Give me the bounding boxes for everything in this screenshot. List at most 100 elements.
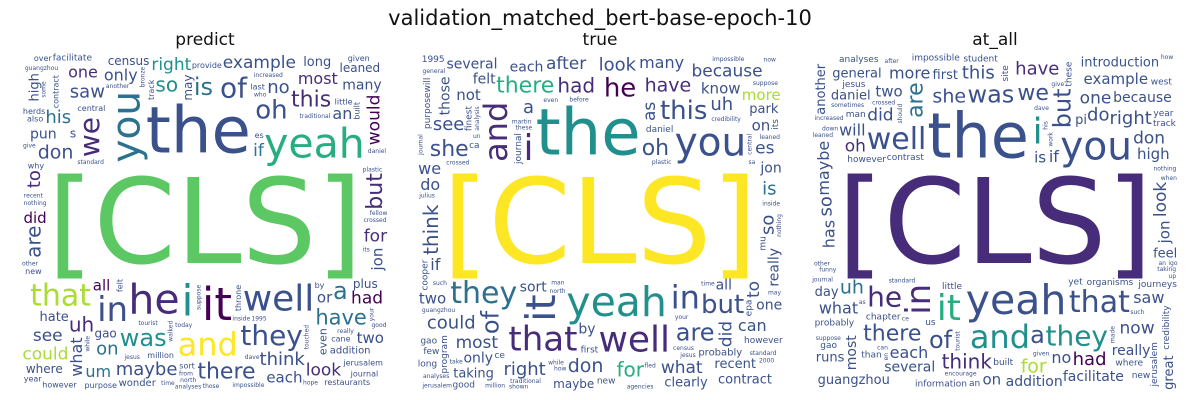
word-purpose: purpose xyxy=(423,92,433,129)
word-give: give xyxy=(23,142,36,149)
word-do: do xyxy=(1087,105,1109,126)
word-yeah: yeah xyxy=(566,278,667,326)
word-in: in xyxy=(671,278,700,316)
word-dave: dave xyxy=(245,354,260,361)
word-you: you xyxy=(1060,125,1132,170)
word-first: first xyxy=(933,68,958,83)
word-analysis: analysis xyxy=(474,106,481,130)
word-student: student xyxy=(963,55,998,65)
word-inside: inside xyxy=(762,200,780,207)
word-clearly: clearly xyxy=(664,376,708,391)
word-leaned: leaned xyxy=(340,61,381,75)
word-is: is xyxy=(194,73,213,101)
word-the: the xyxy=(146,95,251,169)
word-gao: gao xyxy=(420,336,437,346)
word-what: what xyxy=(661,358,703,378)
word-nothing: nothing xyxy=(1153,166,1176,173)
word-if: if xyxy=(430,255,440,274)
word-s: s xyxy=(70,126,76,140)
word-most: most xyxy=(298,69,338,88)
word-for: for xyxy=(364,227,387,247)
word-after: after xyxy=(546,54,586,74)
word-did: did xyxy=(716,321,736,347)
word-little: little xyxy=(335,97,353,106)
word-few: few xyxy=(423,347,439,357)
word-on: on xyxy=(982,370,1001,388)
word-to: to xyxy=(24,170,45,188)
word-leaned: leaned xyxy=(760,134,781,141)
true-wordcloud: [CLS] the yeah it you well i that in and they this b… xyxy=(415,52,785,392)
word-yeah: yeah xyxy=(264,120,365,168)
word-these: these xyxy=(1064,61,1074,86)
word-jon: jon xyxy=(369,248,387,272)
word-credibility: credibility xyxy=(711,116,741,123)
word-general: general xyxy=(423,68,446,75)
word-last: last xyxy=(250,82,264,91)
word-each: each xyxy=(266,368,302,386)
at-all-wordcloud-panel: at_all [CLS] the yeah you it i in and well that he… xyxy=(810,30,1180,390)
word-saw: saw xyxy=(1133,288,1164,307)
word-are: are xyxy=(21,226,45,258)
word-a: a xyxy=(1030,321,1045,349)
word-felt: felt xyxy=(115,279,124,292)
word-but: but xyxy=(1049,88,1077,128)
word-maybe: maybe xyxy=(553,377,594,391)
word-standard: standard xyxy=(889,277,916,284)
word-it: it xyxy=(202,278,232,331)
word-year: year xyxy=(24,374,43,383)
word-crossed: crossed xyxy=(872,99,895,106)
word-pi: pi xyxy=(1075,113,1087,128)
word-cls: [CLS] xyxy=(442,153,757,291)
word-in: in xyxy=(97,290,128,330)
word-look: look xyxy=(1151,182,1171,218)
word-however: however xyxy=(744,336,783,346)
word-journal: journal xyxy=(350,369,379,378)
word-each: each xyxy=(890,343,929,362)
word-i: i xyxy=(1033,111,1043,152)
word-fled: fled xyxy=(644,363,655,370)
word-of: of xyxy=(477,310,505,334)
panel-title-at-all: at_all xyxy=(972,30,1018,50)
word-ca: ca xyxy=(469,141,479,151)
word-know: know xyxy=(701,80,741,98)
word-was: was xyxy=(967,80,1014,108)
word-probably: probably xyxy=(815,319,855,329)
word-un: un xyxy=(473,133,481,140)
word-julius: julius xyxy=(418,192,435,199)
word-who: who xyxy=(254,91,267,98)
word-nothing: nothing xyxy=(776,214,783,237)
word-man: man xyxy=(551,279,565,286)
word-other: other xyxy=(814,260,831,267)
word-give: give xyxy=(1051,81,1064,88)
word-what: what xyxy=(819,299,858,318)
word-mu: mu xyxy=(758,236,768,250)
word-there: there xyxy=(197,360,255,385)
word-uh: uh xyxy=(69,313,94,337)
word-several: several xyxy=(884,360,935,376)
word-your: your xyxy=(675,314,689,321)
word-funny: funny xyxy=(819,267,837,274)
panel-title-predict: predict xyxy=(175,30,235,50)
word-may: may xyxy=(768,289,782,296)
word-have: have xyxy=(645,75,692,97)
word-credibility: credibility xyxy=(1162,305,1172,350)
word-he: he xyxy=(867,281,902,314)
word-did: did xyxy=(867,105,893,125)
word-most: most xyxy=(456,333,499,353)
word-they: they xyxy=(1045,319,1108,352)
word-standard: standard xyxy=(750,350,777,357)
word-but: but xyxy=(363,173,388,210)
word-track: track xyxy=(147,79,156,100)
word-two: two xyxy=(875,83,902,101)
word-can: can xyxy=(877,344,888,351)
word-we: we xyxy=(1017,81,1049,106)
word-for: for xyxy=(616,357,644,381)
word-guangzhou: guangzhou xyxy=(25,65,59,72)
word-many: many xyxy=(342,77,381,93)
word-taking: taking xyxy=(453,367,494,382)
word-and: and xyxy=(178,325,238,363)
word-cooper: cooper xyxy=(420,259,430,290)
word-such: such xyxy=(1130,309,1144,316)
word-us: us xyxy=(925,318,936,328)
word-yeah: yeah xyxy=(966,276,1067,324)
